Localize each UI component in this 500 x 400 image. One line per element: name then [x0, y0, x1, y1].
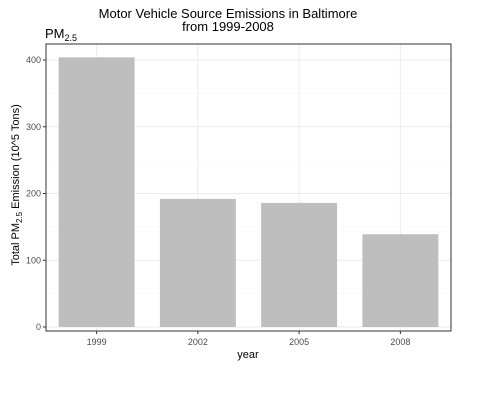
- bar-2008: [362, 234, 439, 327]
- bars: [58, 57, 439, 327]
- x-tick-label: 2008: [390, 337, 410, 347]
- y-axis-title-sub: 2.5: [15, 211, 24, 223]
- x-tick-label: 1999: [87, 337, 107, 347]
- x-tick-label: 2002: [188, 337, 208, 347]
- x-axis-ticks: 1999 2002 2005 2008: [87, 331, 410, 347]
- y-axis-title-end: Emission (10^5 Tons): [10, 104, 22, 212]
- chart-title-line-2: from 1999-2008: [182, 19, 274, 34]
- y-tick-label: 400: [26, 55, 41, 65]
- corner-label-main: PM: [45, 26, 65, 41]
- x-tick-label: 2005: [289, 337, 309, 347]
- bar-2005: [261, 202, 338, 327]
- y-tick-label: 200: [26, 189, 41, 199]
- bar-1999: [58, 57, 135, 327]
- y-axis-ticks: 0 100 200 300 400: [26, 55, 46, 332]
- y-axis-title: Total PM2.5 Emission (10^5 Tons): [10, 104, 24, 266]
- y-tick-label: 0: [36, 322, 41, 332]
- bar-2002: [159, 198, 236, 327]
- x-axis-title: year: [237, 349, 259, 361]
- corner-label-sub: 2.5: [65, 33, 78, 43]
- panel-border: [45, 43, 452, 332]
- y-tick-label: 100: [26, 255, 41, 265]
- y-tick-label: 300: [26, 122, 41, 132]
- corner-label: PM2.5: [45, 26, 77, 43]
- chart-title-line-1: Motor Vehicle Source Emissions in Baltim…: [99, 6, 358, 21]
- y-axis-title-start: Total PM: [10, 223, 22, 266]
